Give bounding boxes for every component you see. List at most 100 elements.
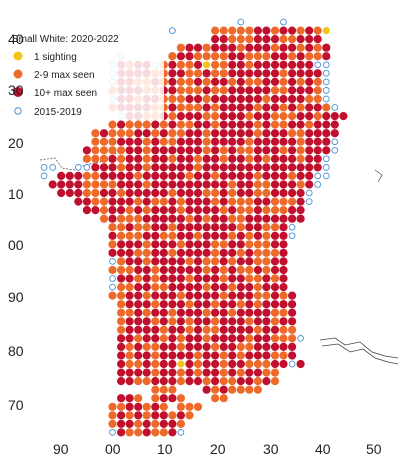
dot-high	[151, 120, 160, 129]
dot-mid	[211, 385, 220, 394]
dot-high	[168, 283, 177, 292]
dot-high	[142, 231, 151, 240]
dot-old	[305, 198, 313, 205]
dot-high	[117, 120, 126, 129]
dot-high	[262, 197, 271, 206]
dot-mid	[193, 52, 203, 61]
dot-high	[202, 103, 211, 112]
dot-high	[125, 274, 134, 283]
dot-mid	[168, 308, 177, 317]
dot-mid	[245, 206, 254, 215]
dot-mid	[305, 120, 314, 129]
dot-high	[168, 77, 177, 86]
dot-high	[168, 146, 177, 155]
dot-high	[125, 188, 134, 198]
dot-high	[125, 154, 134, 163]
dot-mid	[279, 197, 288, 206]
dot-high	[134, 265, 143, 275]
dot-mid	[211, 257, 220, 266]
dot-high	[57, 188, 66, 198]
dot-high	[185, 308, 194, 317]
dot-mid	[279, 103, 288, 112]
dot-high	[193, 257, 203, 266]
dot-high	[228, 146, 237, 155]
dot-high	[219, 197, 228, 206]
dot-mid	[117, 257, 126, 266]
dot-old	[109, 258, 116, 265]
dot-high	[296, 171, 305, 180]
dot-high	[151, 248, 160, 257]
dot-high	[193, 334, 203, 343]
dot-high	[176, 308, 185, 317]
y-label-20: 20	[8, 135, 24, 151]
dot-high	[151, 154, 160, 163]
dot-high	[262, 214, 271, 223]
dot-high	[219, 120, 228, 129]
dot-high	[151, 411, 160, 420]
dot-mid	[117, 308, 126, 317]
dot-high	[168, 419, 177, 428]
dot-mid	[168, 223, 177, 232]
dot-high	[117, 274, 126, 283]
dot-mid	[193, 359, 203, 369]
dot-old	[280, 18, 287, 26]
dot-high	[176, 146, 185, 155]
dot-high	[228, 43, 237, 52]
dot-mid	[236, 35, 245, 44]
dot-high	[270, 35, 280, 44]
dot-mid	[142, 180, 151, 189]
dot-high	[296, 69, 305, 78]
dot-high	[108, 163, 117, 172]
dot-high	[236, 77, 245, 86]
dot-mid	[185, 317, 194, 326]
dot-high	[142, 274, 151, 283]
dot-high	[253, 351, 262, 360]
dot-mid	[245, 60, 254, 69]
dot-mid	[245, 231, 254, 240]
dot-mid	[168, 248, 177, 257]
dot-high	[159, 308, 168, 317]
dot-high	[134, 154, 143, 163]
dot-mid	[82, 171, 91, 180]
dot-high	[253, 154, 262, 163]
dot-old	[322, 61, 330, 69]
dot-mid	[91, 197, 100, 206]
dot-mid	[262, 368, 271, 377]
dot-high	[202, 351, 211, 360]
dot-old	[109, 429, 116, 436]
dot-high	[288, 146, 297, 155]
dot-high	[228, 206, 237, 215]
dot-high	[305, 60, 314, 69]
dot-mid	[211, 112, 220, 121]
dot-mid	[322, 103, 331, 112]
y-label-00: 00	[8, 237, 24, 253]
dot-mid	[270, 351, 280, 360]
dot-high	[262, 35, 271, 44]
dot-high	[219, 283, 228, 292]
dot-mid	[134, 377, 143, 386]
dot-mid	[236, 223, 245, 232]
dot-mid	[193, 402, 203, 411]
dot-high	[236, 60, 245, 69]
dot-old	[288, 223, 296, 231]
dot-high	[151, 180, 160, 189]
dot-mid	[117, 188, 126, 198]
dot-high	[117, 359, 126, 369]
dot-high	[176, 163, 185, 172]
dot-mid	[202, 265, 211, 275]
dot-high	[176, 231, 185, 240]
dot-high	[270, 359, 280, 369]
dot-mid	[236, 385, 245, 394]
dot-high	[202, 342, 211, 351]
dot-mid	[125, 120, 134, 129]
dot-mid	[236, 26, 245, 35]
dot-high	[74, 180, 83, 189]
dot-high	[193, 112, 203, 121]
dot-mid	[159, 283, 168, 292]
dot-high	[305, 146, 314, 155]
dot-high	[117, 240, 126, 249]
dot-mid	[185, 325, 194, 334]
dot-high	[228, 325, 237, 334]
dot-mid	[270, 377, 280, 386]
dot-high	[279, 248, 288, 257]
